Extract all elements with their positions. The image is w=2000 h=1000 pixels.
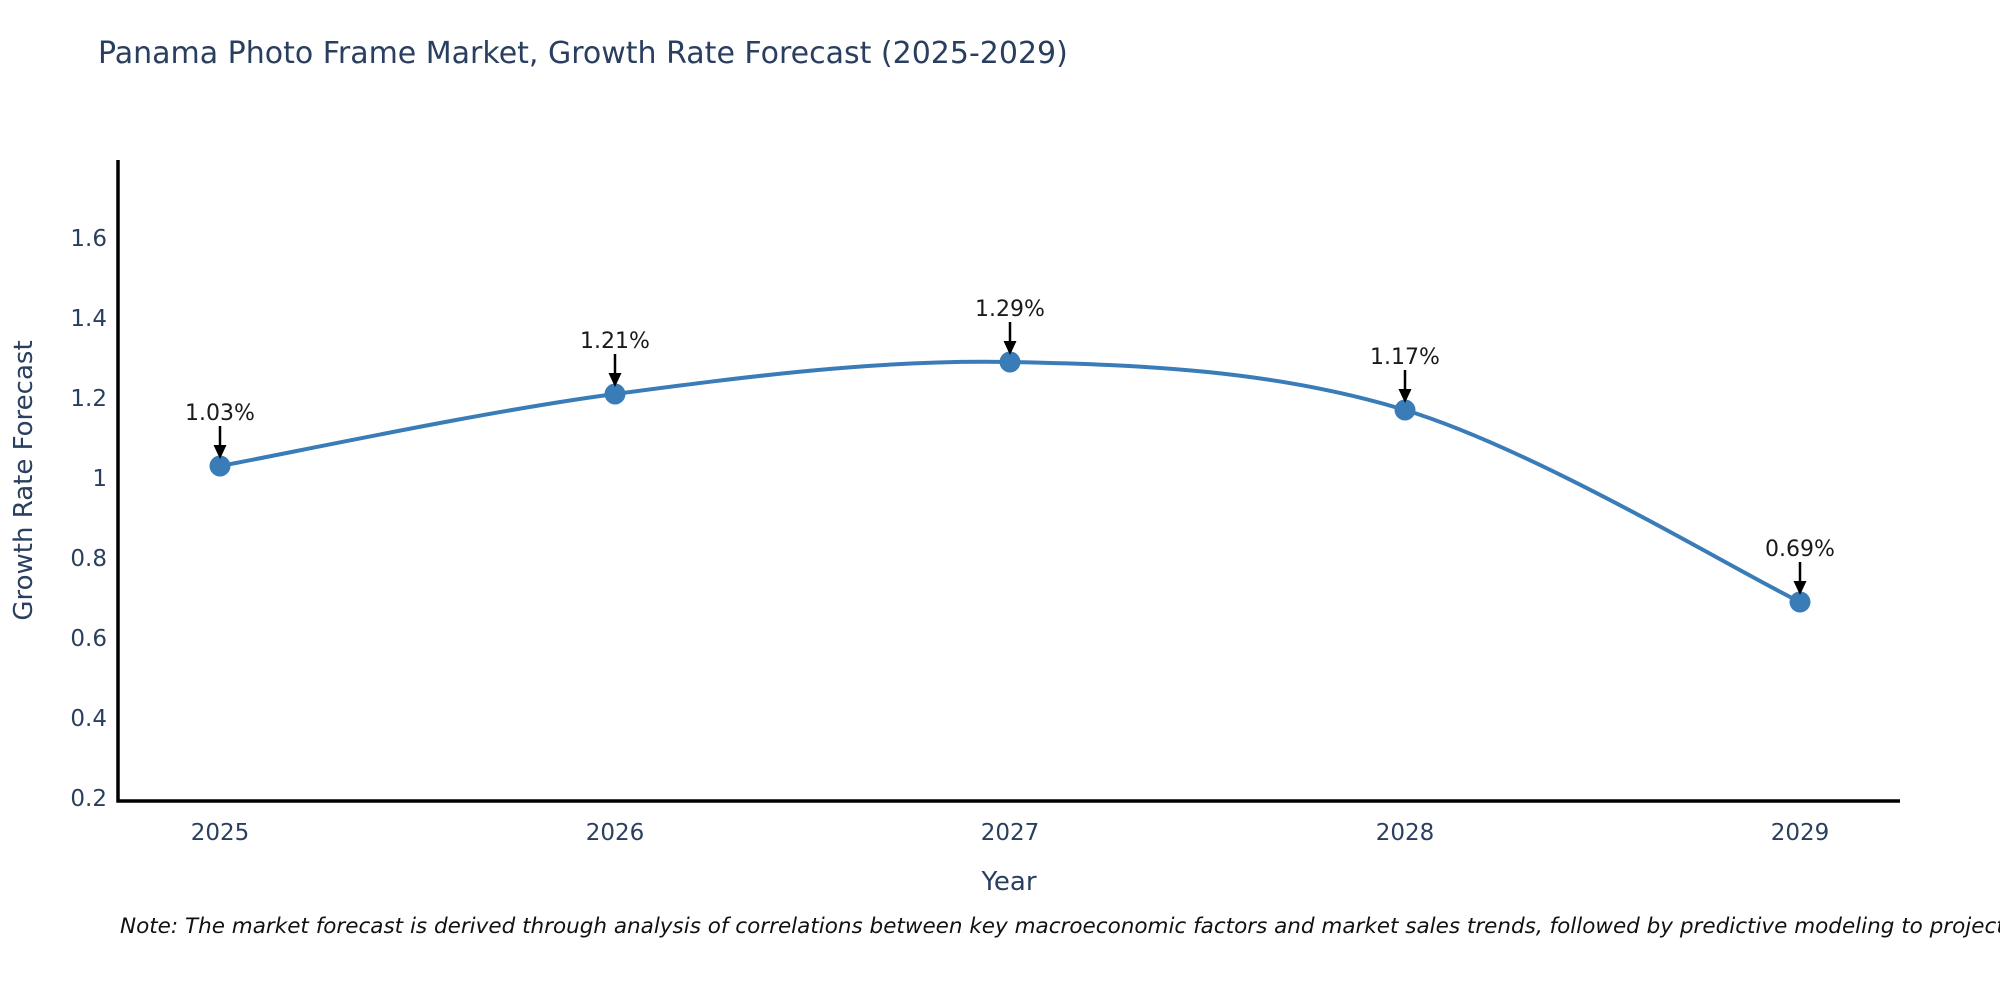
y-tick-label-1: 1 — [92, 466, 107, 492]
chart-title: Panama Photo Frame Market, Growth Rate F… — [98, 36, 1068, 71]
data-point-2028[interactable] — [1394, 399, 1416, 421]
x-tick-label-2026: 2026 — [586, 820, 645, 846]
y-tick-label-1.2: 1.2 — [70, 386, 107, 412]
y-tick-label-0.2: 0.2 — [70, 786, 107, 812]
point-annotation-2028: 1.17% — [1370, 345, 1440, 370]
point-annotation-2029: 0.69% — [1765, 537, 1835, 562]
data-point-2025[interactable] — [209, 455, 231, 477]
y-tick-label-0.8: 0.8 — [70, 546, 107, 572]
annotation-arrowhead — [1793, 581, 1807, 595]
annotation-arrowhead — [1003, 341, 1017, 355]
y-tick-label-1.6: 1.6 — [70, 226, 107, 252]
y-tick-label-0.6: 0.6 — [70, 626, 107, 652]
x-tick-label-2028: 2028 — [1376, 820, 1435, 846]
point-annotation-2026: 1.21% — [580, 329, 650, 354]
data-point-2027[interactable] — [999, 351, 1021, 373]
data-point-2029[interactable] — [1789, 591, 1811, 613]
annotation-arrowhead — [213, 445, 227, 459]
annotation-arrowhead — [1398, 389, 1412, 403]
y-tick-label-0.4: 0.4 — [70, 706, 107, 732]
footnote: Note: The market forecast is derived thr… — [120, 914, 2000, 939]
y-axis-title: Growth Rate Forecast — [9, 340, 39, 620]
y-tick-label-1.4: 1.4 — [70, 306, 107, 332]
x-axis-title: Year — [980, 867, 1036, 897]
annotation-arrowhead — [608, 373, 622, 387]
x-tick-label-2025: 2025 — [191, 820, 250, 846]
forecast-line — [218, 359, 1802, 604]
data-point-2026[interactable] — [604, 383, 626, 405]
point-annotation-2025: 1.03% — [185, 401, 255, 426]
x-tick-label-2029: 2029 — [1771, 820, 1830, 846]
x-tick-label-2027: 2027 — [981, 820, 1040, 846]
point-annotation-2027: 1.29% — [975, 297, 1045, 322]
